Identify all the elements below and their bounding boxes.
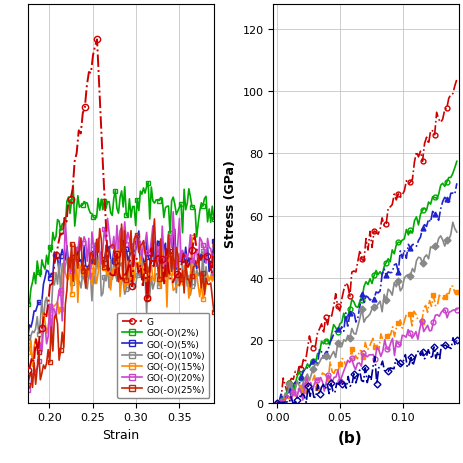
- X-axis label: Strain: Strain: [102, 428, 139, 441]
- Text: (b): (b): [337, 430, 362, 445]
- Legend: G, GO(-O)(2%), GO(-O)(5%), GO(-O)(10%), GO(-O)(15%), GO(-O)(20%), GO(-O)(25%): G, GO(-O)(2%), GO(-O)(5%), GO(-O)(10%), …: [117, 313, 209, 398]
- Y-axis label: Stress (GPa): Stress (GPa): [224, 160, 237, 248]
